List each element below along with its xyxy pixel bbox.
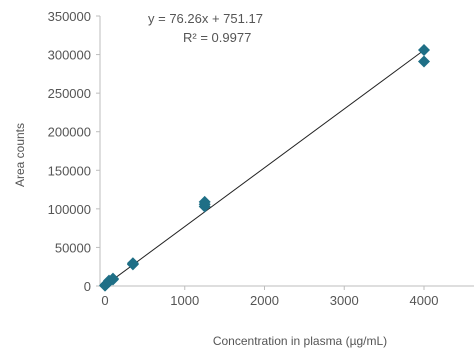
x-tick-label: 0 bbox=[101, 293, 108, 308]
y-tick-label: 0 bbox=[84, 279, 91, 294]
y-axis-title: Area counts bbox=[13, 123, 27, 187]
x-tick-label: 1000 bbox=[170, 293, 199, 308]
trendline bbox=[102, 49, 425, 288]
x-tick-label: 2000 bbox=[250, 293, 279, 308]
y-tick-label: 200000 bbox=[48, 125, 91, 140]
trendline-equation: y = 76.26x + 751.17 bbox=[148, 11, 263, 26]
x-axis-title: Concentration in plasma (µg/mL) bbox=[213, 334, 387, 348]
r-squared-label: R² = 0.9977 bbox=[183, 30, 251, 45]
data-point bbox=[106, 272, 119, 285]
data-point bbox=[198, 195, 211, 208]
y-tick-label: 250000 bbox=[48, 86, 91, 101]
x-tick-label: 4000 bbox=[410, 293, 439, 308]
x-tick-label: 3000 bbox=[330, 293, 359, 308]
y-tick-label: 50000 bbox=[55, 240, 91, 255]
y-tick-label: 150000 bbox=[48, 163, 91, 178]
ticks-layer: 0 50000 100000 150000 200000 250000 300000 3500… bbox=[48, 9, 439, 308]
data-point bbox=[126, 257, 139, 270]
data-points bbox=[99, 43, 430, 292]
data-point bbox=[418, 43, 430, 56]
data-point bbox=[418, 55, 430, 68]
y-tick-label: 100000 bbox=[48, 202, 91, 217]
y-tick-label: 350000 bbox=[48, 9, 91, 24]
y-tick-label: 300000 bbox=[48, 48, 91, 63]
